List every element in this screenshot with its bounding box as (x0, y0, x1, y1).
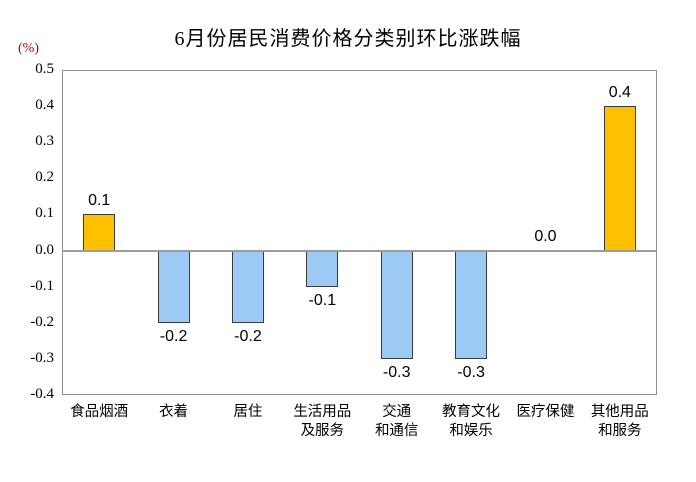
x-axis-label-居住: 居住 (208, 403, 288, 422)
bar-value-label: 0.1 (88, 192, 111, 210)
y-axis-unit-label: (%) (18, 41, 39, 56)
x-axis-label-医疗保健: 医疗保健 (505, 403, 585, 422)
bar-衣着 (157, 250, 190, 323)
bar-value-label: -0.3 (382, 363, 411, 381)
plot-area (62, 70, 657, 395)
x-axis-label-line: 居住 (233, 404, 263, 420)
chart-title: 6月份居民消费价格分类别环比涨跌幅 (174, 28, 522, 50)
x-axis-label-line: 和服务 (598, 423, 642, 439)
x-axis-label-line: 衣着 (159, 404, 189, 420)
y-axis-tick-label: -0.1 (30, 277, 54, 294)
bar-value-label: -0.3 (457, 363, 485, 381)
y-axis-tick-label: -0.4 (30, 386, 54, 402)
y-axis-tick-label: -0.3 (30, 349, 54, 366)
y-axis-tick-label: 0.0 (35, 241, 54, 258)
x-axis-label-教育文化和娱乐: 教育文化 和娱乐 (431, 403, 511, 441)
x-axis-label-交通和通信: 交通 和通信 (357, 403, 437, 441)
bar-value-label: -0.1 (308, 291, 337, 309)
y-axis-tick-label: 0.4 (35, 97, 54, 114)
x-axis-label-衣着: 衣着 (134, 403, 214, 422)
x-axis-label-line: 食品烟酒 (70, 404, 129, 420)
bar-教育文化和娱乐 (455, 250, 488, 359)
bar-生活用品及服务 (306, 250, 339, 287)
y-axis-tick-label: 0.1 (35, 205, 54, 222)
x-axis-label-line: 医疗保健 (516, 404, 575, 420)
x-axis-label-line: 生活用品 (293, 404, 352, 420)
x-axis-label-line: 和娱乐 (449, 423, 493, 439)
y-axis-tick-label: 0.5 (35, 61, 54, 77)
bar-食品烟酒 (83, 214, 116, 251)
x-axis-label-line: 其他用品 (590, 404, 649, 420)
bar-value-label: -0.2 (159, 327, 188, 345)
bar-居住 (231, 250, 264, 323)
bar-value-label: -0.2 (234, 327, 262, 345)
x-axis-label-食品烟酒: 食品烟酒 (59, 403, 139, 422)
x-axis-label-其他用品和服务: 其他用品 和服务 (580, 403, 660, 441)
x-axis-label-line: 教育文化 (442, 404, 501, 420)
y-axis-tick-label: 0.3 (35, 133, 54, 150)
bar-value-label: 0.0 (534, 227, 557, 245)
bar-其他用品和服务 (603, 106, 636, 251)
y-axis-tick-label: 0.2 (35, 169, 54, 186)
bar-交通和通信 (380, 250, 413, 359)
bar-value-label: 0.4 (608, 84, 631, 102)
zero-line (62, 249, 657, 252)
x-axis-label-line: 和通信 (374, 423, 419, 439)
x-axis-label-生活用品及服务: 生活用品 及服务 (282, 403, 362, 441)
x-axis-label-line: 及服务 (300, 423, 345, 439)
x-axis-label-line: 交通 (382, 404, 412, 420)
y-axis-tick-label: -0.2 (30, 313, 54, 330)
